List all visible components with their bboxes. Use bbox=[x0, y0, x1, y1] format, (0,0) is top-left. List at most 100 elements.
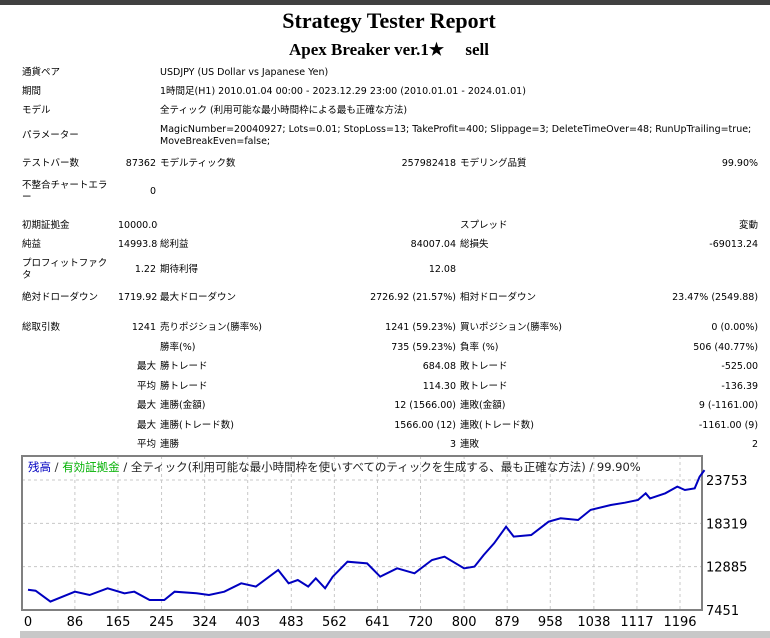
legend-separator: / bbox=[51, 460, 63, 474]
quality-label: モデリング品質 bbox=[460, 158, 527, 169]
avg-label: 平均 bbox=[137, 438, 157, 450]
report-table: 通貨ペア USDJPY (US Dollar vs Japanese Yen) 期… bbox=[20, 63, 760, 454]
avg-cons-loss-label: 連敗 bbox=[460, 438, 480, 450]
row-trades: 総取引数 1241 売りポジション(勝率%) 1241 (59.23%) 買いポジション… bbox=[20, 318, 760, 338]
max-label: 最大 bbox=[137, 361, 157, 372]
avg-loss-label: 敗トレード bbox=[460, 380, 508, 392]
row-cons-count: 最大 連勝(トレード数) 1566.00 (12) 連敗(トレード数) -1161.00… bbox=[20, 416, 760, 435]
mismatch-value: 0 bbox=[149, 186, 157, 197]
params-value: MagicNumber=20040927; Lots=0.01; StopLos… bbox=[160, 124, 752, 147]
ticks-value: 257982418 bbox=[401, 158, 457, 169]
trades-value: 1241 bbox=[131, 322, 157, 333]
expected-label: 期待利得 bbox=[160, 264, 199, 275]
mismatch-label: 不整合チャートエラー bbox=[22, 180, 108, 203]
max-label: 最大 bbox=[137, 400, 157, 411]
x-tick-label: 641 bbox=[365, 615, 390, 630]
x-tick-label: 403 bbox=[235, 615, 260, 630]
x-tick-label: 958 bbox=[538, 615, 563, 630]
ticks-label: モデルティック数 bbox=[160, 158, 236, 169]
bars-label: テストバー数 bbox=[22, 158, 80, 169]
trades-label: 総取引数 bbox=[22, 322, 61, 333]
x-tick-label: 720 bbox=[408, 615, 433, 630]
row-bars: テストバー数 87362 モデルティック数 257982418 モデリング品質 99.90… bbox=[20, 152, 760, 176]
long-label: 買いポジション(勝率%) bbox=[460, 322, 562, 333]
y-tick-label: 12885 bbox=[706, 561, 747, 576]
cons-loss-count-label: 連敗(トレード数) bbox=[460, 419, 534, 431]
largest-loss-label: 敗トレード bbox=[460, 361, 508, 372]
cons-loss-count-value: -1161.00 (9) bbox=[698, 419, 759, 431]
largest-win-label: 勝トレード bbox=[160, 361, 208, 372]
loss-label: 負率 (%) bbox=[460, 341, 499, 353]
x-axis-labels: 0 86 165 245 324 403 483 562 641 720 800 879 958 1038… bbox=[24, 615, 697, 630]
row-model: モデル 全ティック (利用可能な最小時間枠による最も正確な方法) bbox=[20, 101, 760, 120]
report-subtitle: Apex Breaker ver.1★ sell bbox=[288, 40, 489, 59]
avg-cons-win-value: 3 bbox=[449, 438, 457, 450]
largest-win-value: 684.08 bbox=[422, 361, 457, 372]
params-label: パラメーター bbox=[22, 130, 79, 141]
x-tick-label: 0 bbox=[24, 615, 32, 630]
row-mismatch: 不整合チャートエラー 0 bbox=[20, 176, 760, 208]
x-tick-label: 1117 bbox=[620, 615, 653, 630]
row-deposit: 初期証拠金 10000.00 スプレッド 変動 bbox=[20, 216, 760, 235]
expected-value: 12.08 bbox=[428, 264, 457, 275]
y-tick-label: 18319 bbox=[706, 517, 747, 532]
cons-win-money-value: 12 (1566.00) bbox=[394, 400, 457, 411]
symbol-value: USDJPY (US Dollar vs Japanese Yen) bbox=[160, 66, 329, 78]
cons-loss-money-value: 9 (-1161.00) bbox=[698, 400, 759, 411]
avg-win-label: 勝トレード bbox=[160, 380, 208, 392]
balance-chart: 0 86 165 245 324 403 483 562 641 720 800 879 958 1038… bbox=[21, 455, 747, 630]
x-tick-label: 800 bbox=[452, 615, 477, 630]
avg-win-value: 114.30 bbox=[422, 380, 457, 392]
x-tick-label: 245 bbox=[149, 615, 174, 630]
spread-label: スプレッド bbox=[460, 219, 508, 231]
x-tick-label: 165 bbox=[106, 615, 131, 630]
row-winrate: 勝率(%) 735 (59.23%) 負率 (%) 506 (40.77%) bbox=[20, 338, 760, 357]
bars-value: 87362 bbox=[125, 158, 157, 169]
gross-loss-label: 総損失 bbox=[460, 238, 489, 250]
x-tick-label: 562 bbox=[322, 615, 347, 630]
max-dd-value: 2726.92 (21.57%) bbox=[370, 292, 457, 303]
win-value: 735 (59.23%) bbox=[391, 341, 457, 353]
cons-win-count-label: 連勝(トレード数) bbox=[160, 419, 234, 431]
period-value: 1時間足(H1) 2010.01.04 00:00 - 2023.12.29 2… bbox=[160, 85, 526, 97]
cons-win-money-label: 連勝(金額) bbox=[160, 400, 206, 411]
quality-value: 99.90% bbox=[721, 158, 759, 169]
row-average: 平均 勝トレード 114.30 敗トレード -136.39 bbox=[20, 377, 760, 396]
legend-balance: 残高 bbox=[28, 460, 51, 474]
win-label: 勝率(%) bbox=[160, 341, 196, 353]
row-drawdown: 絶対ドローダウン 1719.92 最大ドローダウン 2726.92 (21.57%) 相… bbox=[20, 286, 760, 310]
report-title: Strategy Tester Report bbox=[282, 8, 496, 33]
balance-series-line bbox=[27, 469, 706, 603]
avg-cons-win-label: 連勝 bbox=[160, 438, 180, 450]
rel-dd-label: 相対ドローダウン bbox=[460, 292, 537, 303]
gross-profit-value: 84007.04 bbox=[410, 238, 457, 250]
abs-dd-value: 1719.92 bbox=[118, 292, 158, 303]
avg-label: 平均 bbox=[137, 380, 157, 392]
spread-value: 変動 bbox=[739, 219, 759, 231]
y-tick-label: 23753 bbox=[706, 474, 747, 489]
gross-profit-label: 総利益 bbox=[160, 238, 189, 250]
row-largest: 最大 勝トレード 684.08 敗トレード -525.00 bbox=[20, 357, 760, 377]
short-label: 売りポジション(勝率%) bbox=[160, 322, 262, 333]
legend-equity: 有効証拠金 bbox=[62, 460, 120, 474]
net-value: 14993.80 bbox=[118, 238, 158, 250]
net-label: 純益 bbox=[22, 238, 42, 250]
chart-legend: 残高 / 有効証拠金 / 全ティック(利用可能な最小時間枠を使いすべてのティック… bbox=[28, 459, 641, 475]
x-tick-label: 483 bbox=[279, 615, 304, 630]
horizontal-scrollbar[interactable] bbox=[20, 631, 770, 638]
row-period: 期間 1時間足(H1) 2010.01.04 00:00 - 2023.12.29… bbox=[20, 82, 760, 101]
model-value: 全ティック (利用可能な最小時間枠による最も正確な方法) bbox=[160, 104, 408, 116]
max-dd-label: 最大ドローダウン bbox=[160, 292, 237, 303]
largest-loss-value: -525.00 bbox=[721, 361, 759, 372]
deposit-label: 初期証拠金 bbox=[22, 219, 70, 231]
legend-model-info: / 全ティック(利用可能な最小時間枠を使いすべてのティックを生成する、最も正確な… bbox=[119, 460, 641, 474]
period-label: 期間 bbox=[22, 85, 42, 97]
rel-dd-value: 23.47% (2549.88) bbox=[672, 292, 759, 303]
row-avg-cons: 平均 連勝 3 連敗 2 bbox=[20, 435, 760, 454]
short-value: 1241 (59.23%) bbox=[385, 322, 457, 333]
x-tick-label: 324 bbox=[192, 615, 217, 630]
long-value: 0 (0.00%) bbox=[711, 322, 759, 333]
cons-win-count-value: 1566.00 (12) bbox=[394, 419, 457, 431]
cons-loss-money-label: 連敗(金額) bbox=[460, 400, 506, 411]
